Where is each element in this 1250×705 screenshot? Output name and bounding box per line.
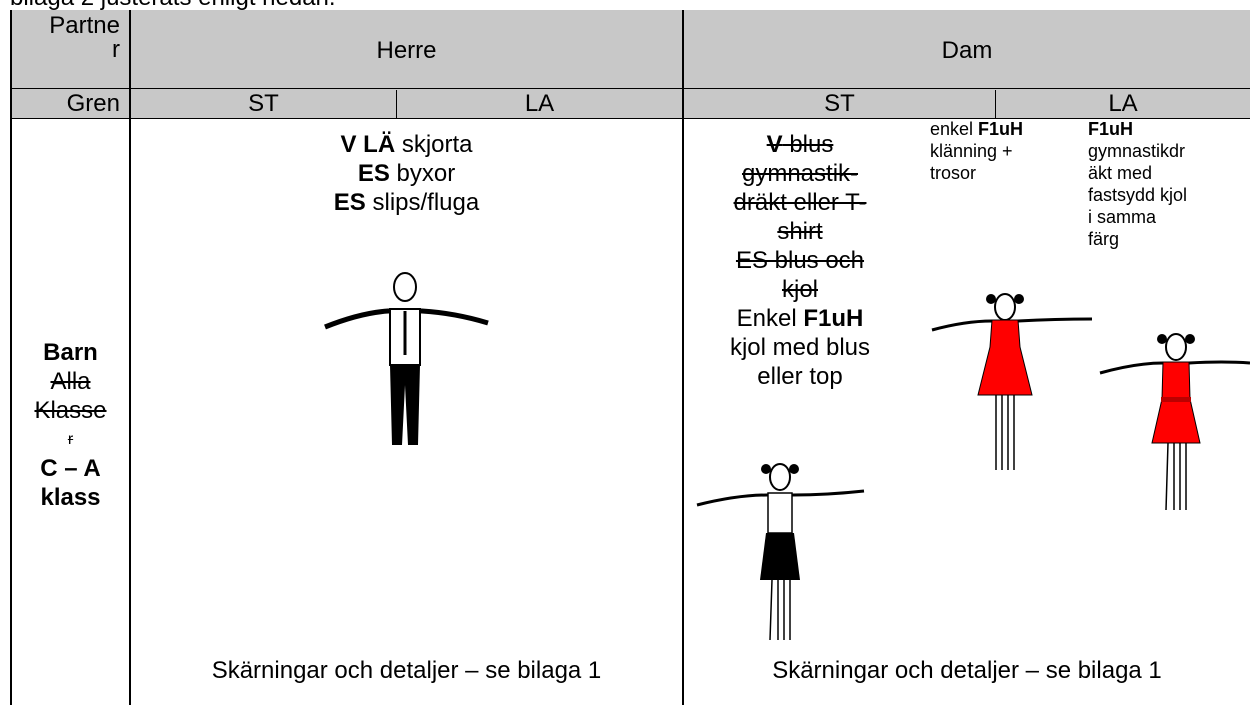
herre-body: V LÄ skjorta ES byxor ES slips/fluga xyxy=(131,130,682,217)
text-line: V LÄ skjorta xyxy=(131,130,682,159)
text-line: Enkel F1uH xyxy=(684,304,916,333)
text-segment: trosor xyxy=(930,163,977,183)
gren-label: Gren xyxy=(66,90,120,117)
text-segment: V xyxy=(766,131,783,158)
text-segment: klass xyxy=(40,484,101,511)
text-line: ES slips/fluga xyxy=(131,188,682,217)
text-segment: i samma xyxy=(1088,207,1157,227)
text-line: r xyxy=(112,36,120,63)
figure-girl-skirt xyxy=(696,463,865,641)
text-line: Partne xyxy=(49,12,120,39)
text-segment: C – A xyxy=(40,455,101,482)
text-segment: kjol med blus xyxy=(729,334,871,361)
figure-girl-gym xyxy=(1099,333,1250,511)
text-line: i samma xyxy=(1088,206,1187,228)
text-line: kjol med blus xyxy=(684,333,916,362)
text-line: dräkt eller T- xyxy=(684,188,916,217)
border xyxy=(10,10,12,705)
header-bg xyxy=(10,10,1250,118)
text-line: eller top xyxy=(684,362,916,391)
text-line: äkt med xyxy=(1088,162,1187,184)
text-line: trosor xyxy=(930,162,1023,184)
text-line: r xyxy=(12,425,129,454)
text-segment: Klasse xyxy=(34,397,107,424)
text-segment: färg xyxy=(1088,229,1120,249)
text-segment: kjol xyxy=(781,276,818,303)
dam-footer: Skärningar och detaljer – se bilaga 1 xyxy=(772,657,1162,684)
border xyxy=(396,90,397,118)
text-segment: fastsydd kjol xyxy=(1088,185,1188,205)
dam-st-body: V blus gymnastik-dräkt eller T-shirt ES bl… xyxy=(684,130,916,391)
text-segment: F1uH xyxy=(1088,119,1133,139)
text-line: Klasse xyxy=(12,396,129,425)
text-segment: gymnastikdr xyxy=(1088,141,1186,161)
text-segment: F1uH xyxy=(978,119,1024,139)
text-segment: ES blus och xyxy=(735,247,865,274)
text-line: kjol xyxy=(684,275,916,304)
partner-label: Partne r xyxy=(12,14,120,62)
text-segment: shirt xyxy=(777,218,823,245)
intro: bilaga 2 justerats enligt nedan. xyxy=(10,0,336,12)
text-segment: skjorta xyxy=(395,131,473,158)
text-segment: eller top xyxy=(757,363,843,390)
text-segment: ES xyxy=(357,160,390,187)
dam-st: ST xyxy=(824,90,855,117)
text-segment: Barn xyxy=(43,339,98,366)
header-rule xyxy=(10,88,1250,89)
text-segment: F1uH xyxy=(803,305,864,332)
herre-header: Herre xyxy=(376,37,437,64)
herre-st: ST xyxy=(248,90,279,117)
text-segment: Alla xyxy=(50,368,91,395)
text-line: ES blus och xyxy=(684,246,916,275)
text-line: fastsydd kjol xyxy=(1088,184,1187,206)
text-segment: Enkel xyxy=(736,305,804,332)
text-line: shirt xyxy=(684,217,916,246)
text-line: klänning + xyxy=(930,140,1023,162)
text-segment: äkt med xyxy=(1088,163,1153,183)
border xyxy=(682,10,684,705)
text-segment: dräkt eller T- xyxy=(733,189,867,216)
border xyxy=(129,10,131,705)
header-rule xyxy=(10,118,1250,119)
text-line: V blus xyxy=(684,130,916,159)
text-line: gymnastik- xyxy=(684,159,916,188)
dam-header: Dam xyxy=(941,37,993,64)
text-line: F1uH xyxy=(1088,118,1187,140)
text-segment: slips/fluga xyxy=(365,189,480,216)
text-line: klass xyxy=(12,483,129,512)
text-line: färg xyxy=(1088,228,1187,250)
text-segment: klänning + xyxy=(930,141,1013,161)
dam-la-dress: enkel F1uH klänning + trosor xyxy=(930,118,1023,184)
text-segment: ES xyxy=(333,189,366,216)
text-line: C – A xyxy=(12,454,129,483)
dam-la: LA xyxy=(1108,90,1138,117)
text-line: Alla xyxy=(12,367,129,396)
herre-footer: Skärningar och detaljer – se bilaga 1 xyxy=(211,657,602,684)
herre-la: LA xyxy=(524,90,555,117)
text-line: enkel F1uH xyxy=(930,118,1023,140)
text-line: gymnastikdr xyxy=(1088,140,1187,162)
text-segment: V LÄ xyxy=(340,131,396,158)
text-line: ES byxor xyxy=(131,159,682,188)
border xyxy=(995,90,996,118)
dam-la-gym: F1uH gymnastikdr äkt med fastsydd kjol i sam… xyxy=(1088,118,1187,250)
text-segment: byxor xyxy=(389,160,456,187)
text-line: Barn xyxy=(12,338,129,367)
text-segment: r xyxy=(67,431,74,448)
figure-girl-dress xyxy=(931,293,1093,470)
figure-man xyxy=(324,272,489,445)
text-segment: enkel xyxy=(930,119,979,139)
text-segment: blus xyxy=(782,131,834,158)
text-segment: gymnastik- xyxy=(741,160,859,187)
